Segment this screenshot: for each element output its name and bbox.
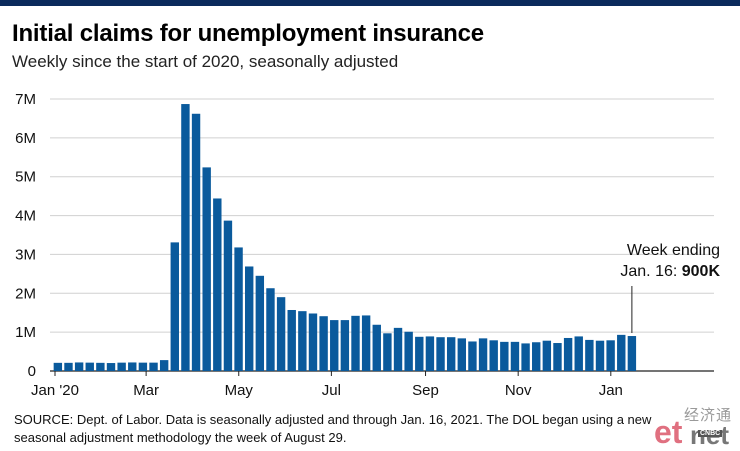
bar — [372, 324, 381, 371]
annotation-line-1: Week ending — [627, 242, 720, 259]
bar — [521, 343, 530, 371]
bar — [478, 338, 488, 371]
bar — [500, 341, 509, 371]
y-tick-label: 6M — [15, 130, 36, 147]
bar — [234, 247, 243, 371]
bar — [510, 341, 520, 371]
bar — [457, 338, 467, 371]
bar — [330, 320, 339, 371]
bar — [383, 333, 392, 371]
y-tick-label: 0 — [28, 363, 36, 380]
bar — [223, 220, 233, 371]
bar — [553, 343, 562, 371]
y-tick-label: 5M — [15, 169, 36, 186]
bar — [53, 362, 63, 371]
bar — [64, 362, 73, 371]
chart-title: Initial claims for unemployment insuranc… — [12, 20, 484, 47]
bar — [574, 336, 583, 371]
y-tick-label: 7M — [15, 91, 36, 108]
x-tick-label: Sep — [412, 382, 439, 399]
bar — [415, 336, 424, 371]
annotation-value: 900K — [682, 263, 721, 280]
bar — [361, 315, 371, 371]
chart-subtitle: Weekly since the start of 2020, seasonal… — [12, 52, 399, 71]
watermark-cnbc-text: CNBC — [698, 430, 723, 437]
bar — [319, 316, 328, 371]
y-tick-label: 3M — [15, 246, 36, 263]
bar — [404, 331, 413, 371]
bar — [585, 339, 594, 371]
bar — [627, 336, 637, 371]
bar — [149, 362, 158, 371]
bar — [489, 340, 498, 371]
bar — [617, 334, 626, 371]
bar — [170, 242, 179, 371]
bar — [446, 337, 456, 371]
bar — [74, 362, 84, 371]
bar — [138, 362, 148, 371]
bar — [393, 327, 403, 371]
x-tick-label: Nov — [505, 382, 532, 399]
bar — [308, 313, 318, 371]
x-tick-label: Jan '20 — [31, 382, 79, 399]
bar — [202, 167, 211, 371]
bar — [213, 198, 222, 371]
bar — [96, 362, 105, 371]
bar — [436, 337, 445, 371]
x-tick-label: Mar — [133, 382, 159, 399]
x-axis-ticks: Jan '20 Mar May Jul Sep Nov Jan — [31, 371, 623, 399]
source-note: SOURCE: Dept. of Labor. Data is seasonal… — [14, 412, 652, 445]
bar — [181, 104, 190, 372]
top-accent-bar — [0, 0, 740, 6]
bar — [287, 309, 296, 371]
bar — [351, 315, 360, 371]
bar — [266, 288, 275, 371]
bar — [191, 113, 201, 371]
annotation-line-2: Jan. 16: 900K — [620, 263, 720, 280]
bar — [276, 297, 286, 371]
bar — [117, 362, 126, 371]
y-tick-label: 2M — [15, 285, 36, 302]
bar — [563, 337, 573, 371]
bar — [85, 362, 94, 371]
gridlines — [50, 98, 714, 372]
bar — [106, 363, 116, 371]
y-tick-label: 1M — [15, 324, 36, 341]
annotation: Week ending Jan. 16: 900K — [620, 242, 720, 334]
bar — [532, 342, 541, 371]
bar — [425, 336, 435, 371]
y-tick-label: 4M — [15, 208, 36, 225]
bar — [606, 340, 615, 371]
bar — [159, 360, 169, 371]
x-tick-label: Jan — [599, 382, 623, 399]
x-tick-label: May — [225, 382, 254, 399]
bar — [340, 320, 350, 371]
bar — [595, 340, 605, 371]
bar — [298, 311, 307, 371]
watermark-logo: 经济通 et net CNBC — [654, 404, 736, 450]
annotation-date: Jan. 16: — [620, 263, 681, 280]
bars — [53, 104, 637, 372]
watermark-cn-text: 经济通 — [684, 407, 733, 424]
bar — [255, 275, 265, 371]
bar — [244, 266, 254, 371]
bar — [128, 362, 137, 371]
y-axis-labels: 0 1M 2M 3M 4M 5M 6M 7M — [15, 91, 36, 380]
x-tick-label: Jul — [322, 382, 341, 399]
bar — [542, 340, 552, 371]
watermark-et-text: et — [654, 414, 683, 450]
bar — [468, 341, 477, 371]
